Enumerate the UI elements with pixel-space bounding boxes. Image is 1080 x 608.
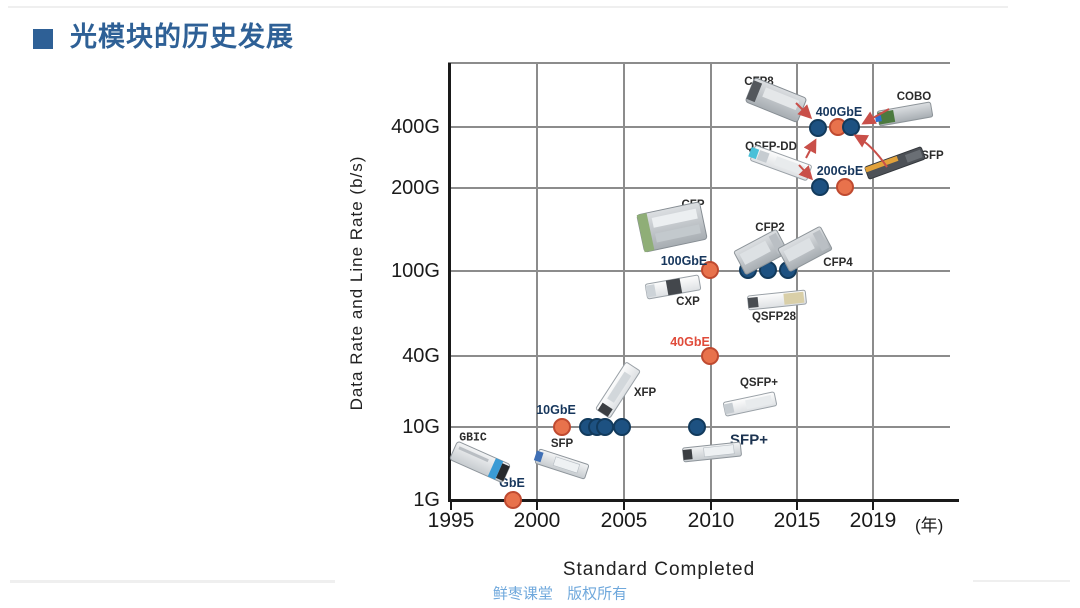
module-label-sfp: SFP [550,438,574,450]
data-point-module-200g [811,178,829,196]
point-label-gbe: GbE [499,476,525,490]
x-tick-2000 [536,502,538,510]
data-point-module-10g-3 [596,418,614,436]
x-tick-label-2000: 2000 [513,509,561,532]
point-label-200gbe: 200GbE [816,164,864,178]
x-tick-1995 [450,502,452,510]
data-point-100gbe [701,261,719,279]
module-label-cfp2: CFP2 [755,222,785,234]
bottom-divider-left [10,580,335,583]
footer-brand: 鲜枣课堂 [492,585,553,603]
point-label-40gbe: 40GbE [670,335,710,349]
data-point-module-400g-2 [842,118,860,136]
x-axis-unit: (年) [915,516,944,535]
gridline-top [448,62,950,64]
data-point-module-10g-4 [613,418,631,436]
x-tick-label-2019: 2019 [849,509,897,532]
data-point-module-100g-2 [759,261,777,279]
module-image-qsfp-plus [722,391,778,417]
title-bullet-icon [33,29,53,49]
x-tick-label-2015: 2015 [773,509,821,532]
arrow-cfp8-to-400g [795,102,813,120]
gridline-400g [448,126,950,128]
y-axis-line [448,63,451,502]
y-tick-label-400g: 400G [391,116,440,138]
module-label-cfp4: CFP4 [823,257,853,269]
module-image-sfp [533,448,590,480]
data-point-module-400g-1 [809,119,827,137]
module-label-sfp-plus: SFP+ [730,431,768,449]
gridline-100g [448,270,950,272]
x-tick-label-2005: 2005 [600,509,648,532]
x-tick-label-2010: 2010 [687,509,735,532]
point-label-10gbe: 10GbE [536,403,576,417]
module-label-osfp: OSFP [912,150,944,162]
module-label-gbic: GBIC [459,431,487,445]
gridline-40g [448,355,950,357]
gridline-2005 [623,63,625,500]
x-tick-2005 [623,502,625,510]
module-label-xfp: XFP [633,387,657,399]
gridline-2010 [710,63,712,500]
y-tick-label-100g: 100G [391,260,440,282]
y-tick-label-200g: 200G [391,177,440,199]
module-label-cxp: CXP [676,296,700,308]
x-tick-2015 [796,502,798,510]
y-tick-label-1g: 1G [413,489,440,511]
module-image-cobo [874,101,934,127]
module-label-cobo: COBO [896,91,932,103]
y-tick-label-10g: 10G [402,416,440,438]
x-tick-2010 [710,502,712,510]
data-point-module-100g-3 [779,261,797,279]
page-title: 光模块的历史发展 [70,22,294,52]
data-point-gbe [504,491,522,509]
data-point-module-100g-1 [739,261,757,279]
module-label-cfp: CFP [681,199,705,211]
point-label-400gbe: 400GbE [815,105,863,119]
top-divider [8,6,1008,8]
y-tick-label-40g: 40G [402,345,440,367]
x-axis-line [448,499,959,502]
module-label-qsfp28: QSFP28 [751,311,797,323]
x-axis-title: Standard Completed [562,559,756,580]
gridline-200g [448,187,950,189]
data-point-module-10g-5 [688,418,706,436]
data-point-10gbe [553,418,571,436]
point-label-100gbe: 100GbE [660,254,708,268]
gridline-2000 [536,63,538,500]
footer-rights: 版权所有 [567,585,628,603]
module-label-qsfp-plus: QSFP+ [739,377,779,389]
gridline-2019 [872,63,874,500]
y-axis-title: Data Rate and Line Rate (b/s) [347,155,366,411]
module-label-cfp8: CFP8 [744,76,774,88]
arrow-qsfpdd-to-200g [798,164,814,181]
x-tick-label-1995: 1995 [427,509,475,532]
bottom-divider-right [973,580,1070,582]
arrow-cobo-to-400g [861,108,890,125]
data-point-200gbe [836,178,854,196]
x-tick-2019 [872,502,874,510]
footer-watermark: 鲜枣课堂 版权所有 [488,583,632,604]
arrow-qsfpdd-to-400g [803,138,817,159]
module-label-qsfp-dd: QSFP-DD [745,141,797,153]
gridline-2015 [796,63,798,500]
data-point-40gbe [701,347,719,365]
